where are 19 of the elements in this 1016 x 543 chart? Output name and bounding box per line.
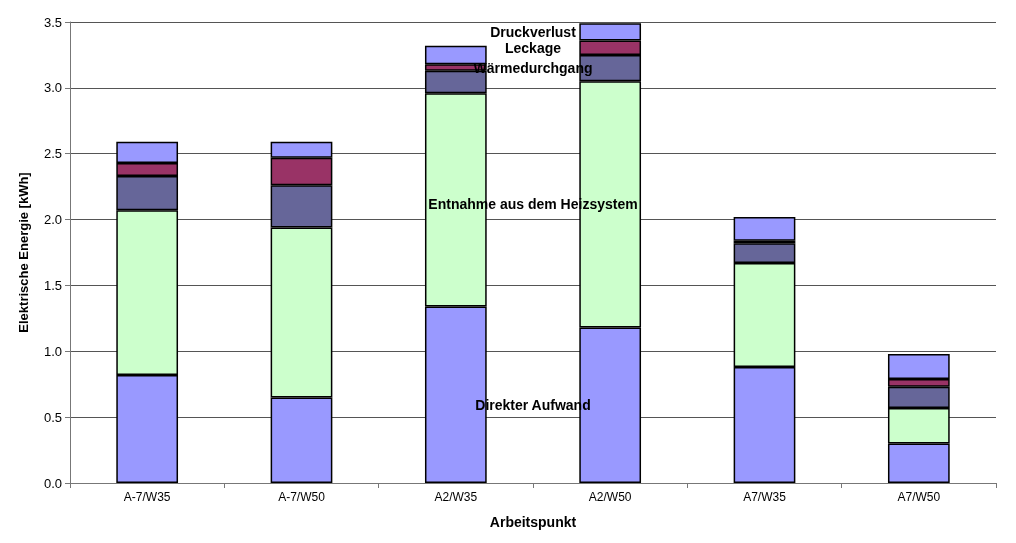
y-tick-label: 3.0 — [43, 80, 62, 96]
y-tick-label: 0.0 — [43, 475, 62, 491]
series-label: Leckage — [504, 39, 562, 56]
y-tick-label: 2.0 — [43, 212, 62, 228]
x-axis-title: Arbeitspunkt — [489, 514, 577, 530]
x-tick-label: A-7/W35 — [123, 490, 171, 504]
y-axis-title: Elektrische Energie [kWh] — [16, 172, 31, 333]
x-tick-label: A-7/W50 — [278, 490, 326, 504]
series-label: Druckverlust — [490, 23, 577, 40]
y-tick-label: 0.5 — [43, 409, 62, 425]
bar — [733, 216, 796, 241]
x-tick-label: A2/W35 — [434, 490, 478, 504]
x-tick-label: A2/W50 — [588, 490, 632, 504]
y-tick-label: 1.0 — [43, 343, 62, 359]
x-tick-label: A7/W35 — [743, 490, 787, 504]
y-tick-label: 1.5 — [43, 277, 62, 293]
y-tick-label: 2.5 — [43, 146, 62, 162]
y-tick-label: 3.5 — [43, 14, 62, 30]
x-tick-label: A7/W50 — [897, 490, 941, 504]
